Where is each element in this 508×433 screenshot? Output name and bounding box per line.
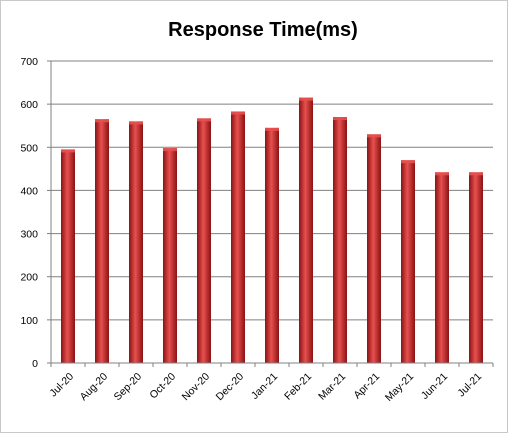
bar-top-cap (469, 172, 483, 176)
x-tick-label: Aug-20 (78, 371, 111, 404)
bar-body (333, 117, 347, 363)
x-tick-label: Mar-21 (316, 371, 348, 403)
bar-Jul-20 (61, 149, 75, 363)
bars (61, 97, 483, 364)
x-tick-label: Jun-21 (419, 371, 450, 402)
bar-body (163, 148, 177, 363)
x-axis-ticks: Jul-20 Aug-20 Sep-20 Oct-20 Nov-20 Dec-20 Jan-… (47, 363, 494, 404)
bar-body (231, 111, 245, 363)
bar-top-cap (129, 121, 143, 125)
bar-body (61, 149, 75, 363)
x-tick-label: Dec-20 (214, 371, 247, 404)
bar-body (129, 121, 143, 364)
bar-top-cap (163, 148, 177, 152)
bar-Jan-21 (265, 127, 279, 363)
bar-Feb-21 (299, 97, 313, 364)
x-tick-label: Sep-20 (112, 371, 145, 404)
x-tick-label: Oct-20 (147, 371, 178, 402)
x-tick-label: Jul-20 (47, 371, 76, 400)
y-tick-label: 500 (20, 142, 38, 154)
bar-top-cap (197, 118, 211, 122)
bar-body (435, 172, 449, 363)
y-tick-label: 700 (20, 56, 38, 68)
bar-Apr-21 (367, 134, 381, 363)
bar-top-cap (367, 134, 381, 138)
bar-Jun-21 (435, 172, 449, 363)
bar-top-cap (231, 111, 245, 115)
bar-Dec-20 (231, 111, 245, 363)
y-tick-label: 200 (20, 272, 38, 284)
y-tick-label: 100 (20, 315, 38, 327)
axes (50, 61, 493, 364)
bar-Oct-20 (163, 148, 177, 363)
bar-body (367, 134, 381, 363)
bar-top-cap (61, 149, 75, 153)
bar-Jul-21 (469, 172, 483, 363)
x-tick-label: Jan-21 (249, 371, 280, 402)
bar-Aug-20 (95, 119, 109, 363)
x-tick-label: Jul-21 (455, 371, 484, 400)
bar-Sep-20 (129, 121, 143, 364)
bar-body (95, 119, 109, 363)
bar-top-cap (333, 117, 347, 121)
bar-top-cap (435, 172, 449, 176)
x-tick-label: Feb-21 (282, 371, 314, 403)
bar-top-cap (265, 127, 279, 131)
bar-top-cap (95, 119, 109, 123)
bar-body (401, 160, 415, 363)
bar-body (299, 97, 313, 364)
bar-Mar-21 (333, 117, 347, 363)
chart-title: Response Time(ms) (168, 19, 358, 41)
bar-top-cap (299, 97, 313, 101)
x-tick-label: Apr-21 (351, 371, 382, 402)
y-tick-label: 0 (32, 358, 38, 370)
bar-May-21 (401, 160, 415, 363)
x-tick-label: May-21 (383, 371, 416, 404)
x-tick-label: Nov-20 (180, 371, 213, 404)
bar-body (469, 172, 483, 363)
bar-Nov-20 (197, 118, 211, 363)
y-tick-label: 400 (20, 185, 38, 197)
bar-top-cap (401, 160, 415, 164)
y-tick-label: 600 (20, 99, 38, 111)
bar-body (197, 118, 211, 363)
y-tick-label: 300 (20, 229, 38, 241)
bar-body (265, 127, 279, 363)
y-axis-ticks: 0 100 200 300 400 500 600 700 (20, 56, 51, 370)
